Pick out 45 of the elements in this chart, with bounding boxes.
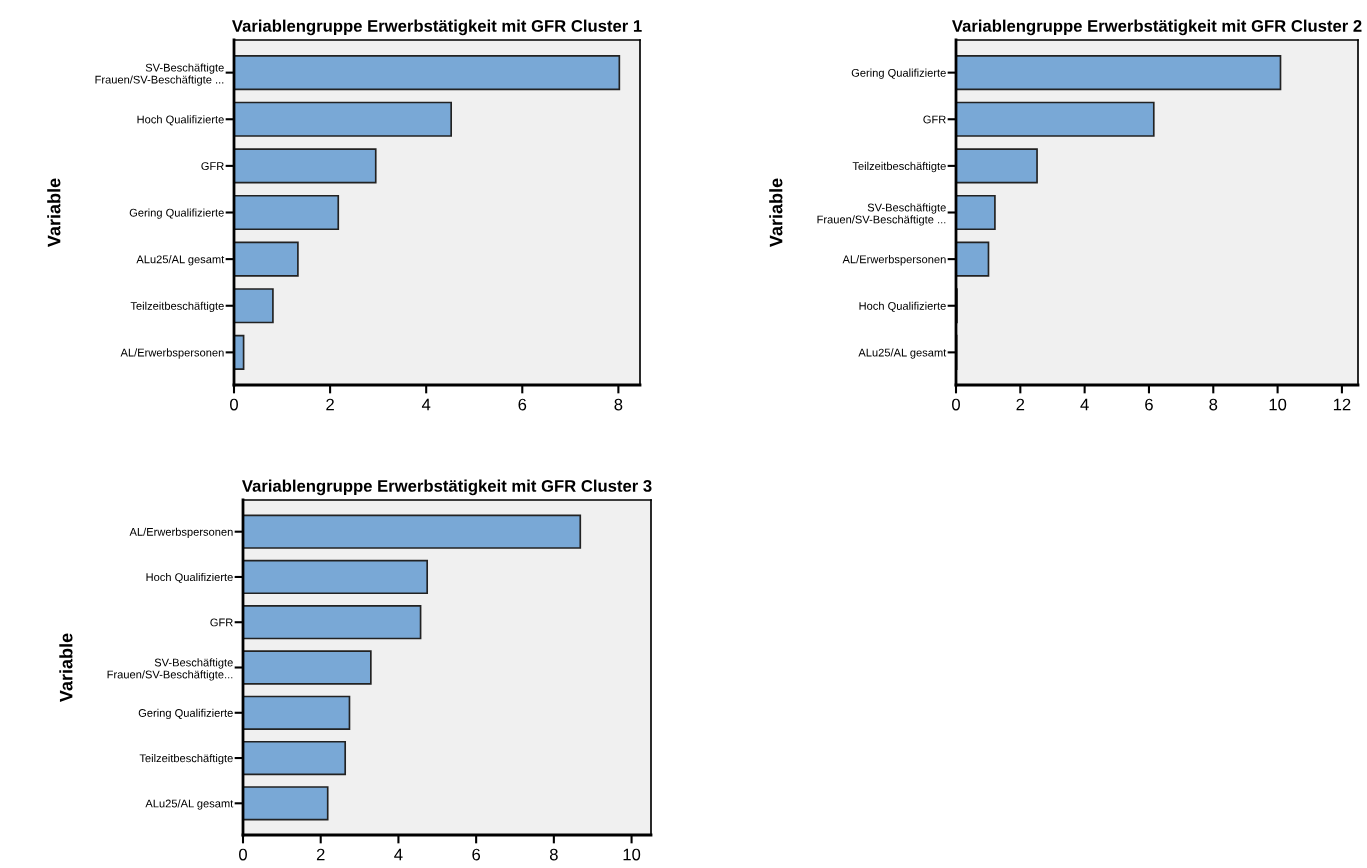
y-tick-label: ALu25/AL gesamt xyxy=(145,799,234,810)
chart-title: Variablengruppe Erwerbstätigkeit mit GFR Cluster 1 xyxy=(231,19,642,36)
y-tick-label: Gering Qualifizierte xyxy=(851,68,946,79)
y-axis-title: Variable xyxy=(59,633,73,703)
y-tick-label: AL/Erwerbspersonen xyxy=(129,527,233,539)
x-tick-label: 2 xyxy=(326,398,334,411)
y-tick-label: Gering Qualifizierte xyxy=(138,708,233,720)
y-tick-label: AL/Erwerbspersonen xyxy=(120,348,224,359)
x-tick-label: 0 xyxy=(230,398,238,411)
x-tick-label: 4 xyxy=(394,848,403,861)
y-tick-label: GFR xyxy=(201,162,224,171)
x-tick-label: 8 xyxy=(614,398,623,411)
y-tick-label: Gering Qualifizierte xyxy=(129,208,224,219)
x-tick-label: 8 xyxy=(1209,398,1218,411)
x-tick-label: 4 xyxy=(421,398,431,411)
y-tick-label: SV-Beschäftigte Frauen/SV-Beschäftigte ... xyxy=(817,203,946,226)
y-tick-label: ALu25/AL gesamt xyxy=(136,255,225,266)
y-tick-label: ALu25/AL gesamt xyxy=(858,348,947,359)
y-tick-label: Teilzeitbeschäftigte xyxy=(130,301,224,313)
y-tick-label: Hoch Qualifizierte xyxy=(146,572,233,584)
x-tick-label: 4 xyxy=(1080,398,1089,411)
y-tick-label: Hoch Qualifizierte xyxy=(137,115,224,126)
chart-title: Variablengruppe Erwerbstätigkeit mit GFR Cluster 2 xyxy=(951,19,1362,36)
x-tick-label: 6 xyxy=(472,848,481,861)
x-tick-label: 2 xyxy=(1016,398,1025,411)
x-tick-label: 10 xyxy=(623,848,641,861)
y-axis-title: Variable xyxy=(769,178,783,248)
y-tick-label: GFR xyxy=(210,618,233,627)
x-tick-label: 6 xyxy=(518,398,527,411)
x-tick-label: 6 xyxy=(1145,398,1153,411)
y-tick-label: SV-Beschäftigte Frauen/SV-Beschäftigte... xyxy=(107,658,233,681)
y-tick-label: Teilzeitbeschäftigte xyxy=(852,161,946,173)
y-tick-label: Teilzeitbeschäftigte xyxy=(139,754,233,765)
x-tick-label: 12 xyxy=(1333,398,1351,411)
x-tick-label: 8 xyxy=(549,848,558,861)
x-tick-label: 0 xyxy=(239,848,247,861)
chart-title: Variablengruppe Erwerbstätigkeit mit GFR Cluster 3 xyxy=(241,479,652,496)
x-tick-label: 10 xyxy=(1269,398,1287,411)
y-tick-label: GFR xyxy=(923,115,946,124)
y-tick-label: AL/Erwerbspersonen xyxy=(842,255,946,266)
x-tick-label: 0 xyxy=(952,398,960,411)
x-tick-label: 2 xyxy=(316,848,325,861)
y-axis-title: Variable xyxy=(47,178,61,248)
y-tick-label: SV-Beschäftigte Frauen/SV-Beschäftigte ... xyxy=(95,63,224,86)
y-tick-label: Hoch Qualifizierte xyxy=(859,301,946,312)
